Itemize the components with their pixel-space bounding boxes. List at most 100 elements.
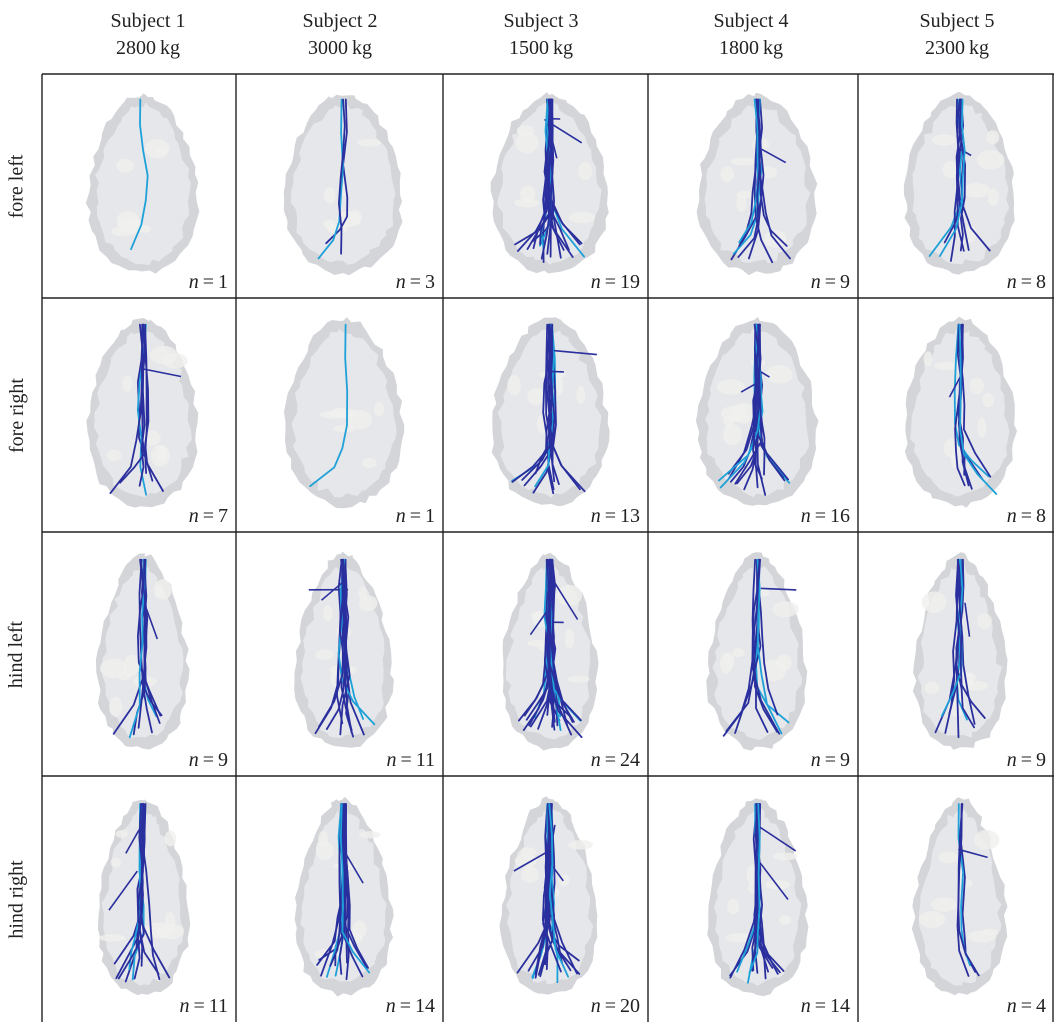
footprint-pressure-patch: [976, 150, 1005, 170]
count-symbol: n: [591, 995, 601, 1017]
subject-mass: 1800 kg: [718, 37, 783, 59]
sample-count-label: n = 24: [591, 749, 640, 771]
footprint-pressure-patch: [110, 857, 122, 868]
footprint-pressure-patch: [731, 402, 756, 424]
footprint-pressure-patch: [358, 831, 381, 839]
trajectory-line: [948, 375, 962, 398]
count-value: = 9: [1017, 749, 1046, 771]
count-symbol: n: [179, 995, 189, 1017]
footprint-pressure-patch: [109, 696, 123, 717]
trajectory-line: [756, 824, 797, 852]
footprint-pressure-patch: [164, 912, 176, 932]
count-value: = 16: [811, 505, 850, 527]
subject-name: Subject 5: [919, 10, 995, 32]
footprint-pressure-patch: [924, 681, 940, 694]
subject-mass: 2800 kg: [115, 37, 180, 59]
count-value: = 8: [1017, 271, 1046, 293]
footprint-pressure-patch: [717, 379, 745, 395]
footprint-pressure-patch: [567, 840, 594, 850]
footprint-pressure-patch: [723, 415, 735, 427]
sample-count-label: n = 9: [1007, 749, 1046, 771]
footprint-pressure-patch: [100, 658, 128, 678]
footprint-pressure-patch: [520, 847, 537, 857]
footprint-pressure-patch: [765, 880, 791, 890]
footprint-pressure-patch: [973, 830, 1000, 850]
footprint-pressure-patch: [332, 425, 355, 433]
trajectory-line: [320, 580, 345, 601]
footprint-pressure-patch: [106, 449, 122, 461]
trajectory-line: [545, 323, 586, 493]
footprint-cell-r1-c5: n = 8: [903, 92, 1046, 293]
sample-count-label: n = 11: [179, 995, 228, 1017]
footprint-pressure-patch: [736, 190, 753, 199]
footprint-pressure-patch: [931, 897, 958, 912]
trajectory-line: [529, 610, 548, 636]
footprint-pressure-patch: [123, 654, 139, 677]
count-symbol: n: [386, 749, 396, 771]
footprint-cell-r4-c3: n = 20: [499, 796, 640, 1017]
sample-count-label: n = 1: [189, 271, 228, 293]
trajectory-line: [957, 803, 980, 977]
subject-mass: 3000 kg: [307, 37, 372, 59]
footprint-pressure-patch: [576, 386, 586, 405]
footprint-pressure-patch: [315, 649, 334, 660]
footprint-pressure-patch: [514, 198, 540, 208]
count-symbol: n: [396, 271, 406, 293]
count-symbol: n: [811, 271, 821, 293]
footprint-pressure-patch: [519, 185, 536, 203]
footprint-pressure-patch: [719, 652, 733, 674]
footprint-pressure-patch: [564, 628, 575, 649]
count-value: = 4: [1017, 995, 1046, 1017]
trajectory-line: [130, 98, 149, 251]
footprint-pressure-patch: [921, 591, 947, 614]
trajectory-line: [108, 870, 138, 911]
trajectory-line: [939, 98, 966, 257]
footprint-cell-r1-c3: n = 19: [490, 92, 640, 293]
footprint-pressure-patch: [938, 851, 958, 864]
trajectory-line: [337, 558, 376, 726]
sample-count-label: n = 9: [189, 749, 228, 771]
subject-mass: 1500 kg: [508, 37, 573, 59]
trajectory-line: [138, 323, 146, 487]
trajectory-line: [325, 98, 349, 245]
footprint-cell-r3-c2: n = 11: [294, 551, 435, 771]
footprint-pressure-patch: [959, 878, 973, 888]
footprint-cell-r1-c2: n = 3: [283, 94, 435, 293]
trajectory-line: [958, 558, 976, 725]
trajectory-line: [958, 848, 988, 859]
trajectory-line: [143, 558, 163, 717]
footprint-cell-r3-c1: n = 9: [95, 553, 228, 771]
count-value: = 14: [811, 995, 850, 1017]
footprint-pressure-patch: [116, 158, 134, 173]
footprint-cell-r4-c2: n = 14: [294, 796, 435, 1017]
footprint-pressure-patch: [323, 187, 336, 204]
footprint-pressure-patch: [568, 211, 596, 224]
trajectory-line: [547, 123, 558, 159]
footprint-pressure-patch: [556, 584, 583, 606]
trajectory-line: [955, 558, 964, 739]
subject-name: Subject 1: [110, 10, 186, 32]
trajectory-line: [964, 602, 971, 637]
count-value: = 8: [1017, 505, 1046, 527]
count-symbol: n: [1007, 995, 1017, 1017]
footprint-pressure-patch: [977, 613, 993, 629]
trajectory-line: [137, 558, 149, 729]
count-symbol: n: [811, 749, 821, 771]
trajectory-line: [753, 323, 766, 476]
count-value: = 20: [601, 995, 640, 1017]
column-header-subject-2: Subject 2 3000 kg: [240, 8, 440, 62]
trajectory-line: [325, 558, 346, 730]
count-symbol: n: [1007, 271, 1017, 293]
footprint-pressure-patch: [732, 648, 745, 658]
footprint-pressure-patch: [969, 377, 985, 395]
trajectory-line: [757, 859, 789, 900]
footprint-pressure-patch: [150, 444, 170, 467]
sample-count-label: n = 4: [1007, 995, 1046, 1017]
trajectory-line: [139, 803, 160, 975]
trajectory-line: [548, 803, 569, 978]
footprint-cell-r3-c4: n = 9: [706, 552, 850, 771]
trajectory-line: [309, 323, 349, 488]
footprint-pressure-patch: [143, 430, 161, 446]
trajectory-line: [944, 558, 962, 734]
trajectory-line: [957, 323, 992, 478]
